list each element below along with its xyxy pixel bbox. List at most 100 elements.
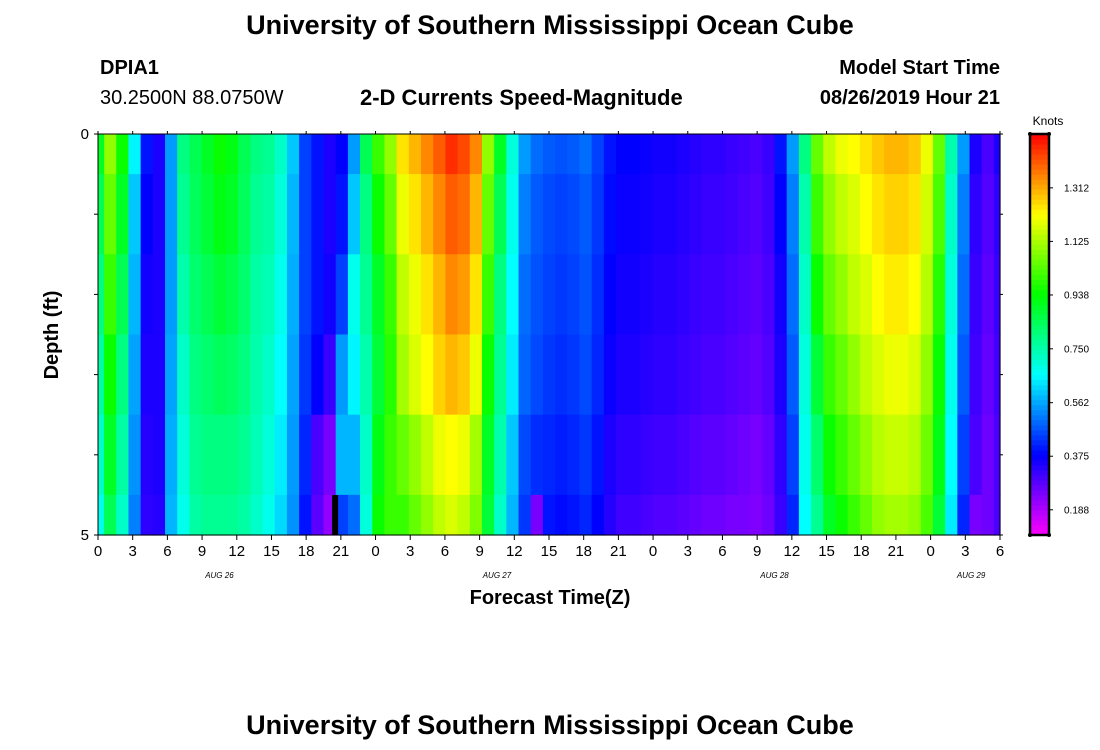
heatmap-cell: [152, 414, 166, 496]
colorbar-swatch: [1030, 529, 1049, 536]
heatmap-cell: [591, 174, 605, 255]
heatmap-cell: [518, 494, 532, 536]
heatmap-cell: [274, 414, 288, 496]
heatmap-cell: [335, 334, 349, 416]
heatmap-cell: [274, 134, 288, 175]
colorbar-swatch: [1030, 399, 1049, 406]
heatmap-cell: [408, 254, 422, 336]
date-label: AUG 29: [956, 571, 986, 580]
colorbar-swatch: [1030, 264, 1049, 270]
heatmap-cell: [299, 174, 312, 255]
heatmap-cell: [920, 334, 934, 416]
heatmap-cell: [225, 334, 239, 416]
y-axis-label: Depth (ft): [41, 291, 63, 380]
heatmap-cell: [481, 494, 495, 536]
heatmap-cell: [384, 334, 398, 416]
heatmap-cell: [945, 134, 958, 175]
colorbar-swatch: [1030, 444, 1049, 451]
heatmap-cell: [737, 414, 751, 496]
heatmap-cell: [969, 134, 983, 175]
heatmap-cell: [286, 334, 300, 416]
heatmap-cell: [689, 414, 702, 496]
heatmap-cell: [725, 334, 739, 416]
heatmap-cell: [579, 254, 593, 336]
heatmap-cell: [664, 494, 678, 536]
heatmap-cell: [445, 134, 459, 175]
heatmap-cell: [299, 134, 312, 175]
heatmap-cell: [299, 414, 312, 496]
heatmap-cell: [823, 414, 837, 496]
heatmap-cell: [689, 334, 702, 416]
colorbar-swatch: [1030, 169, 1049, 175]
colorbar-swatch: [1030, 389, 1049, 396]
heatmap-cell: [750, 254, 763, 336]
heatmap-cell: [896, 494, 910, 536]
heatmap-cell: [603, 334, 617, 416]
heatmap-cell: [506, 174, 520, 255]
heatmap-cell: [530, 254, 544, 336]
heatmap-cell: [481, 414, 495, 496]
heatmap-cell: [457, 494, 471, 536]
heatmap-cell: [372, 414, 386, 496]
heatmap-cell: [896, 134, 910, 175]
heatmap-cell: [652, 174, 666, 255]
colorbar-swatch: [1030, 494, 1049, 501]
heatmap-cell: [689, 134, 702, 175]
heatmap-cell: [433, 254, 446, 336]
x-tick-label: 18: [298, 543, 315, 560]
heatmap-cell: [555, 134, 568, 175]
colorbar-swatch: [1030, 414, 1049, 421]
heatmap-cell: [408, 334, 422, 416]
heatmap-cell: [798, 134, 812, 175]
heatmap-cell: [579, 414, 593, 496]
heatmap-cell: [360, 134, 373, 175]
footer-title: University of Southern Mississippi Ocean…: [246, 710, 854, 740]
heatmap-cell: [286, 134, 300, 175]
heatmap-cell: [213, 414, 227, 496]
heatmap-cell: [189, 494, 203, 536]
heatmap-cell: [335, 254, 349, 336]
heatmap-cell: [847, 254, 861, 336]
heatmap-cell: [98, 174, 105, 255]
colorbar-swatch: [1030, 324, 1049, 331]
heatmap-cell: [311, 494, 325, 536]
heatmap-cell: [603, 494, 617, 536]
colorbar-swatch: [1030, 469, 1049, 476]
heatmap-cell: [201, 134, 215, 175]
colorbar: 0.188 0.375 0.562 0.750 0.938 1.125 1.312: [1028, 132, 1089, 537]
heatmap-cell: [750, 494, 763, 536]
colorbar-swatch: [1030, 434, 1049, 441]
heatmap-cell: [165, 334, 178, 416]
heatmap-cell: [652, 254, 666, 336]
colorbar-swatch: [1030, 334, 1049, 341]
heatmap-cell: [908, 134, 922, 175]
heatmap-cell: [165, 414, 178, 496]
heatmap-cell: [128, 494, 142, 536]
colorbar-tick-label: 0.938: [1064, 290, 1089, 301]
heatmap-cell: [360, 254, 373, 336]
heatmap-cell: [506, 134, 520, 175]
heatmap-cell: [152, 254, 166, 336]
colorbar-swatch: [1030, 499, 1049, 506]
x-tick-label: 15: [541, 543, 558, 560]
colorbar-corner: [1028, 132, 1032, 136]
heatmap-cell: [762, 254, 776, 336]
heatmap-cell: [737, 174, 751, 255]
x-tick-label: 9: [475, 543, 483, 560]
colorbar-swatch: [1030, 514, 1049, 521]
colorbar-corner: [1047, 132, 1051, 136]
heatmap-cell: [811, 334, 824, 416]
heatmap-cell: [993, 334, 1001, 416]
heatmap-cell: [372, 134, 386, 175]
colorbar-swatch: [1030, 519, 1049, 526]
x-tick-label: 18: [575, 543, 592, 560]
heatmap-cell: [323, 334, 337, 416]
heatmap-cell: [421, 334, 434, 416]
colorbar-swatch: [1030, 439, 1049, 446]
heatmap-cell: [396, 174, 410, 255]
heatmap-cell: [250, 174, 264, 255]
heatmap-cell: [384, 134, 398, 175]
heatmap-cell: [225, 254, 239, 336]
heatmap-cell: [701, 414, 715, 496]
colorbar-swatch: [1030, 199, 1049, 205]
